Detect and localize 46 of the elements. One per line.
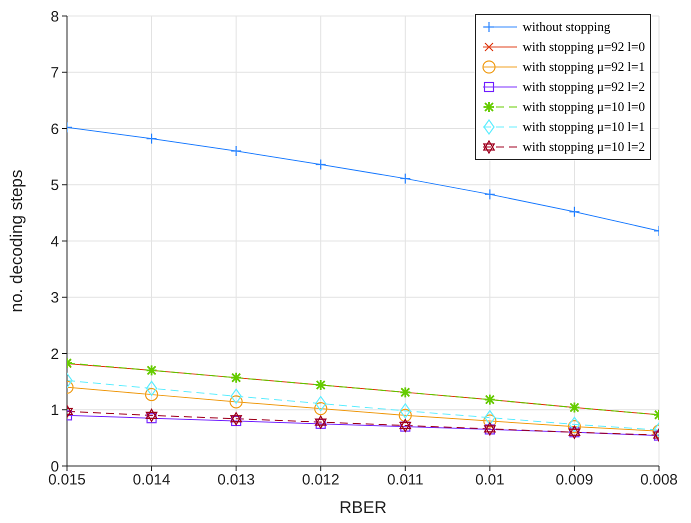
legend-label: with stopping μ=92 l=2 — [522, 79, 645, 95]
point — [568, 416, 580, 432]
point — [483, 414, 496, 428]
point — [315, 158, 326, 170]
point — [398, 408, 412, 422]
x-tick-label: 0.011 — [387, 472, 424, 489]
point — [314, 402, 328, 416]
legend-label: with stopping μ=10 l=1 — [522, 119, 645, 135]
point — [230, 388, 242, 404]
legend-label: with stopping μ=92 l=0 — [522, 39, 645, 55]
x-tick-label: 0.012 — [302, 472, 340, 489]
legend-label: with stopping μ=10 l=2 — [522, 139, 645, 155]
y-tick-label: 2 — [50, 346, 59, 363]
x-tick-label: 0.01 — [475, 472, 504, 489]
point — [146, 408, 158, 422]
y-tick-label: 5 — [50, 177, 59, 194]
point — [144, 388, 158, 402]
point — [230, 395, 243, 408]
x-tick-label: 0.009 — [556, 472, 594, 489]
point — [315, 396, 326, 412]
point — [146, 380, 158, 396]
y-tick-label: 8 — [50, 8, 59, 26]
legend-label: without stopping — [522, 19, 610, 35]
y-tick-label: 7 — [50, 64, 59, 82]
point — [230, 412, 242, 426]
y-tick-label: 1 — [50, 402, 59, 420]
x-tick-label: 0.013 — [217, 472, 255, 489]
point — [146, 133, 158, 144]
point — [568, 420, 582, 434]
y-tick-label: 3 — [50, 290, 59, 307]
point — [399, 418, 412, 432]
x-axis-title: RBER — [339, 498, 387, 517]
x-tick-label: 0.014 — [132, 472, 170, 489]
point — [230, 145, 242, 157]
point — [484, 410, 496, 426]
legend-label: with stopping μ=10 l=0 — [522, 99, 645, 115]
y-tick-label: 4 — [50, 233, 59, 250]
point — [314, 416, 327, 429]
x-tick-label: 0.008 — [640, 472, 678, 489]
y-axis-title: no. decoding steps — [7, 170, 26, 312]
point — [568, 206, 580, 218]
point — [400, 172, 411, 184]
point — [484, 188, 496, 200]
legend-label: with stopping μ=92 l=1 — [522, 59, 645, 75]
y-tick-label: 6 — [50, 120, 59, 138]
point — [400, 403, 411, 418]
